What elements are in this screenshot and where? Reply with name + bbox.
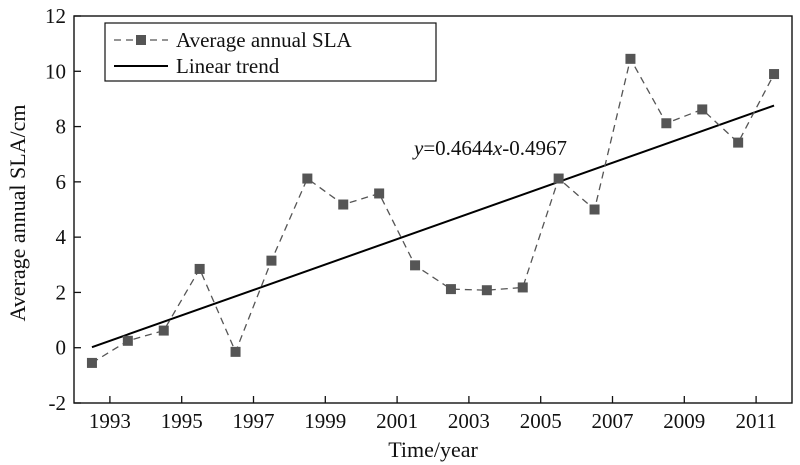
y-tick-label: 4 (56, 225, 67, 249)
sla-point-marker (553, 173, 564, 184)
sla-point-marker (122, 335, 133, 346)
sla-point-marker (302, 173, 313, 184)
y-tick-label: 2 (56, 280, 67, 304)
equation-intercept: -0.4967 (502, 136, 567, 160)
x-tick-label: 1997 (233, 409, 275, 433)
sla-point-marker (338, 199, 349, 210)
y-tick-label: 6 (56, 170, 67, 194)
x-axis: 1993 1995 1997 1999 2001 2003 2005 2007 2009 2011 (89, 396, 777, 433)
sla-point-marker (374, 188, 385, 199)
x-axis-label: Time/year (388, 437, 478, 462)
legend-trend-label: Linear trend (176, 54, 280, 78)
sla-point-marker (158, 325, 169, 336)
plot-frame (73, 15, 793, 404)
y-axis-label: Average annual SLA/cm (5, 104, 30, 321)
y-tick-label: 12 (45, 4, 66, 28)
average-annual-sla-series (86, 53, 780, 368)
sla-point-marker (230, 346, 241, 357)
sla-point-marker (769, 69, 780, 80)
x-tick-label: 1995 (161, 409, 203, 433)
x-tick-label: 2007 (592, 409, 634, 433)
x-tick-label: 2011 (735, 409, 776, 433)
legend-sla-label: Average annual SLA (176, 28, 353, 52)
sla-point-marker (661, 118, 672, 129)
legend-sla-marker (136, 35, 146, 45)
sla-point-marker (517, 282, 528, 293)
x-tick-label: 1999 (304, 409, 346, 433)
sla-point-marker (194, 263, 205, 274)
sla-point-marker (410, 260, 421, 271)
legend: Average annual SLA Linear trend (104, 22, 437, 82)
y-tick-label: 8 (56, 115, 67, 139)
equation-x: x (492, 136, 503, 160)
y-tick-label: 10 (45, 59, 66, 83)
sla-point-marker (445, 284, 456, 295)
sla-point-marker (697, 104, 708, 115)
sla-point-marker (481, 285, 492, 296)
trend-line (91, 104, 775, 349)
trend-equation: y=0.4644x-0.4967 (412, 136, 567, 160)
x-tick-label: 2009 (663, 409, 705, 433)
sla-point-marker (733, 137, 744, 148)
x-tick-label: 2003 (448, 409, 490, 433)
sla-line (91, 57, 775, 364)
y-tick-label: 0 (56, 336, 67, 360)
sla-point-marker (625, 53, 636, 64)
y-tick-label: -2 (49, 391, 67, 415)
sla-point-marker (589, 204, 600, 215)
x-tick-label: 2001 (376, 409, 418, 433)
equation-coefficient: =0.4644 (423, 136, 493, 160)
legend-box (104, 22, 437, 82)
y-axis: -2 0 2 4 6 8 10 12 (45, 4, 81, 415)
equation-y: y (412, 136, 424, 160)
sla-point-marker (266, 255, 277, 266)
x-tick-label: 1993 (89, 409, 131, 433)
linear-trend-series (91, 104, 775, 349)
x-tick-label: 2005 (520, 409, 562, 433)
sla-point-marker (86, 357, 97, 368)
